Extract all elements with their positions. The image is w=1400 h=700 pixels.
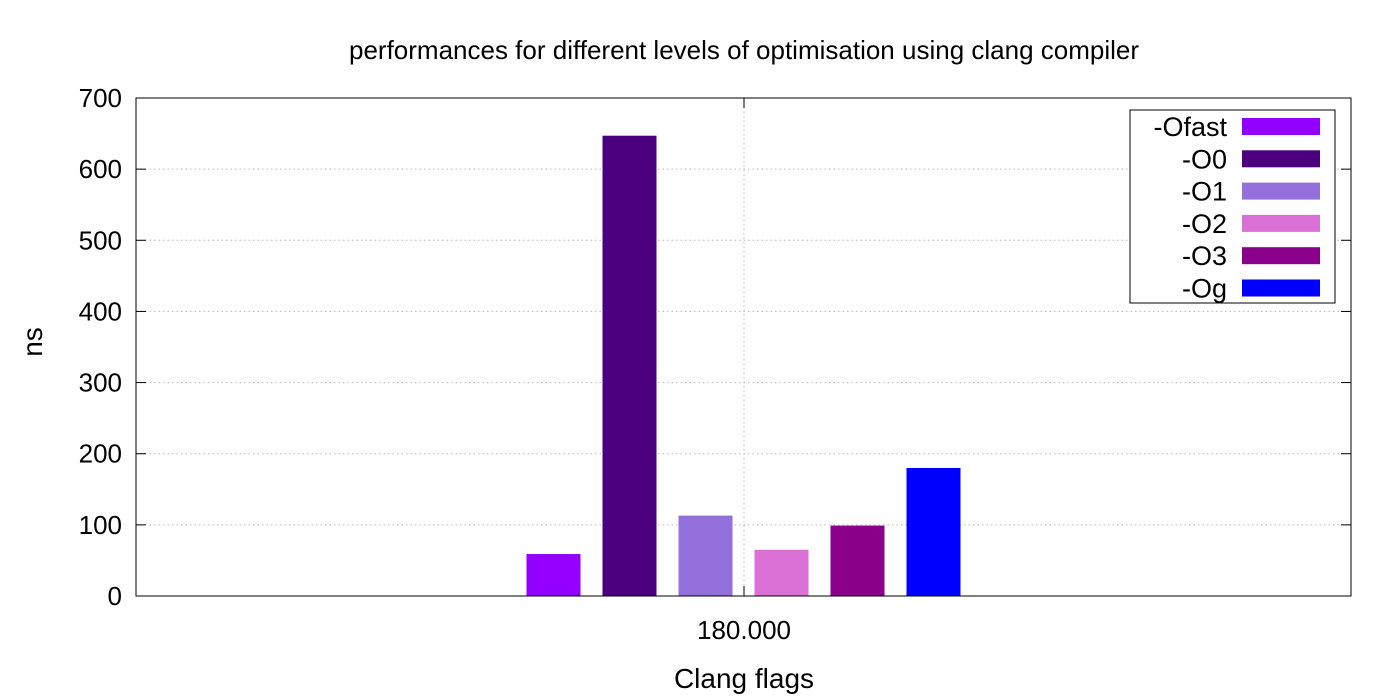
y-axis-label: ns — [17, 327, 48, 357]
bar-og — [906, 467, 961, 596]
bars — [526, 135, 961, 596]
bar-ofast — [526, 554, 581, 596]
bar-o2 — [754, 549, 809, 596]
legend-label: -O3 — [1182, 241, 1227, 271]
y-tick-label: 600 — [79, 154, 122, 184]
x-tick-label: 180.000 — [697, 615, 791, 645]
legend-label: -O1 — [1182, 177, 1227, 207]
y-tick-label: 100 — [79, 510, 122, 540]
y-tick-label: 300 — [79, 368, 122, 398]
y-tick-label: 400 — [79, 296, 122, 326]
x-axis-label: Clang flags — [674, 663, 814, 694]
legend-swatch — [1242, 279, 1320, 297]
legend-swatch — [1242, 247, 1320, 265]
legend-swatch — [1242, 182, 1320, 200]
y-tick-label: 500 — [79, 225, 122, 255]
legend-swatch — [1242, 118, 1320, 135]
grid-lines — [136, 98, 1351, 596]
legend-label: -O0 — [1182, 144, 1227, 174]
legend-label: -Og — [1182, 274, 1227, 304]
x-axis: 180.000 — [697, 98, 791, 645]
legend: -Ofast-O0-O1-O2-O3-Og — [1129, 109, 1336, 304]
y-tick-label: 0 — [108, 581, 122, 611]
chart-title: performances for different levels of opt… — [349, 35, 1139, 65]
y-axis: 0 100 200 300 400 500 600 700 — [79, 83, 1351, 611]
legend-swatch — [1242, 150, 1320, 168]
bar-o3 — [830, 525, 885, 596]
y-tick-label: 700 — [79, 83, 122, 113]
y-tick-label: 200 — [79, 439, 122, 469]
legend-label: -O2 — [1182, 209, 1227, 239]
bar-o0 — [602, 135, 657, 596]
legend-swatch — [1242, 214, 1320, 232]
legend-label: -Ofast — [1153, 112, 1227, 142]
bar-o1 — [678, 515, 733, 596]
legend-box — [1129, 109, 1336, 304]
